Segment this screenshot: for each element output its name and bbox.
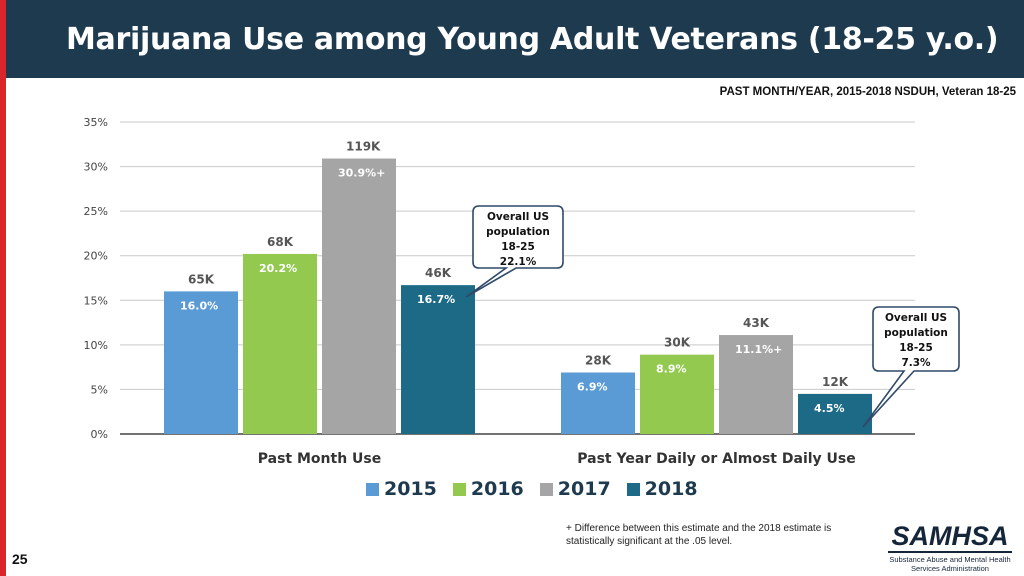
legend-swatch-2018 [626, 482, 640, 496]
bar-2016 [640, 354, 714, 434]
source-note: PAST MONTH/YEAR, 2015-2018 NSDUH, Vetera… [719, 86, 1016, 98]
y-tick-label: 35% [84, 116, 108, 129]
y-tick-label: 20% [84, 250, 108, 263]
callout-past-month-text: 22.1% [500, 256, 537, 268]
bar-value-label: 11.1%+ [735, 343, 782, 356]
legend-label-2016: 2016 [470, 478, 524, 500]
slide-title: Marijuana Use among Young Adult Veterans… [66, 22, 999, 57]
bar-count-label: 43K [743, 316, 770, 330]
bar-count-label: 46K [425, 266, 452, 280]
bar-count-label: 119K [346, 140, 381, 154]
logo-wordmark: SAMHSA [891, 521, 1009, 551]
y-tick-label: 30% [84, 161, 108, 174]
x-category-label: Past Year Daily or Almost Daily Use [577, 451, 855, 467]
callout-past-month-text: population [486, 226, 550, 238]
bar-2018 [401, 285, 475, 434]
bar-chart: 0% 5% 10% 15% 20% 25% 30% 35% 16.0% 65K 20.2% 68K 30… [84, 116, 960, 467]
bar-count-label: 30K [664, 336, 691, 350]
left-accent-rule [0, 0, 6, 576]
bar-2017 [719, 335, 793, 434]
bar-2015 [164, 291, 238, 434]
title-bar: Marijuana Use among Young Adult Veterans… [6, 0, 1024, 78]
callout-past-year-text: population [884, 327, 948, 339]
legend-swatch-2015 [366, 482, 379, 496]
bar-value-label: 16.0% [180, 299, 218, 312]
callout-past-year [862, 306, 960, 428]
legend-item-2018: 2018 [626, 478, 698, 500]
logo-divider [888, 551, 1012, 553]
logo-subtitle-1: Substance Abuse and Mental Health [889, 555, 1011, 564]
legend-label-2017: 2017 [557, 478, 611, 500]
legend-item-2015: 2015 [366, 478, 437, 500]
legend-item-2017: 2017 [539, 478, 611, 500]
x-category-label: Past Month Use [258, 451, 381, 467]
legend-item-2016: 2016 [452, 478, 524, 500]
bar-count-label: 12K [822, 375, 849, 389]
bar-count-label: 28K [585, 353, 612, 367]
callout-past-month-text: Overall US [487, 211, 549, 223]
bar-2018 [798, 393, 872, 434]
legend-label-2015: 2015 [384, 478, 437, 500]
callout-past-year-text: 7.3% [901, 357, 931, 369]
y-tick-label: 10% [84, 339, 108, 352]
bar-2015 [561, 372, 635, 434]
page-number: 25 [12, 551, 28, 567]
bar-value-label: 16.7% [417, 293, 455, 306]
bar-value-label: 6.9% [577, 380, 608, 393]
bar-2017 [322, 158, 396, 434]
y-tick-label: 15% [84, 294, 108, 307]
logo-subtitle-2: Services Administration [911, 564, 989, 573]
samhsa-logo: SAMHSA Substance Abuse and Mental Health… [884, 522, 1016, 573]
bar-count-label: 65K [188, 272, 215, 286]
legend-swatch-2017 [539, 482, 553, 496]
legend: 2015 2016 2017 2018 [366, 478, 698, 500]
bar-value-label: 20.2% [259, 262, 297, 275]
bar-count-label: 68K [267, 235, 294, 249]
legend-swatch-2016 [452, 482, 466, 496]
callout-past-year-text: Overall US [885, 312, 947, 324]
callout-past-year-text: 18-25 [899, 342, 933, 354]
y-tick-label: 0% [91, 428, 108, 441]
callout-past-month [465, 205, 564, 298]
bar-value-label: 4.5% [814, 402, 845, 415]
y-tick-label: 25% [84, 205, 108, 218]
bar-value-label: 30.9%+ [338, 167, 385, 180]
y-tick-label: 5% [91, 383, 108, 396]
bar-value-label: 8.9% [656, 363, 687, 376]
legend-label-2018: 2018 [644, 478, 698, 500]
callout-past-month-text: 18-25 [501, 241, 535, 253]
bar-2016 [243, 253, 317, 434]
footnote: + Difference between this estimate and t… [566, 523, 832, 547]
